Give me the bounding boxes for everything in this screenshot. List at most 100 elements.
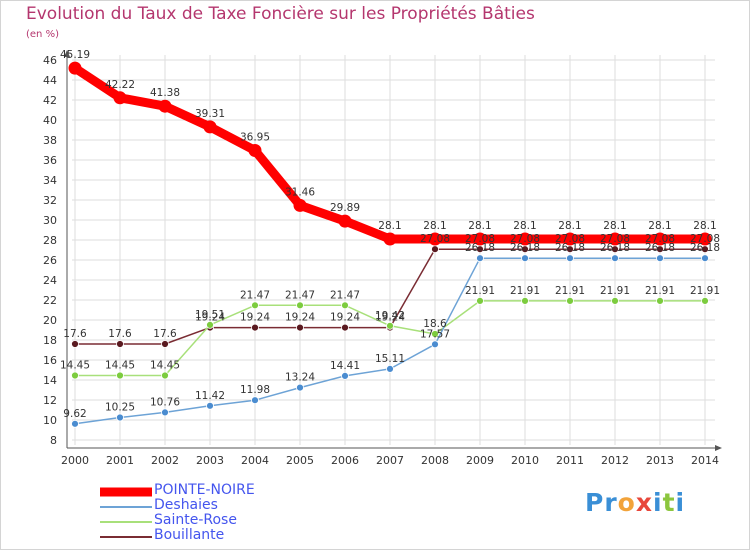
data-label-sainte-rose: 21.47 (240, 289, 270, 301)
data-label-sainte-rose: 21.47 (285, 289, 315, 301)
point-deshaies-2014 (701, 254, 709, 263)
y-tick-label: 20 (43, 314, 57, 327)
legend-swatch-sainte-rose (100, 520, 152, 523)
x-tick-label: 2006 (331, 454, 359, 467)
point-sainte-rose-2004 (251, 301, 259, 310)
y-tick-label: 16 (43, 354, 57, 367)
point-bouillante-2013 (656, 245, 664, 254)
point-pointe-noire-2006 (338, 214, 352, 228)
point-sainte-rose-2003 (206, 320, 214, 329)
point-deshaies-2011 (566, 254, 574, 263)
data-label-sainte-rose: 19.51 (195, 309, 225, 321)
unit-label: (en %) (26, 29, 59, 40)
point-sainte-rose-2005 (296, 301, 304, 310)
point-sainte-rose-2007 (386, 321, 394, 330)
point-pointe-noire-2003 (203, 120, 217, 134)
data-label-pointe-noire: 39.31 (195, 108, 225, 120)
y-tick-label: 30 (43, 214, 57, 227)
axes: 8 10 12 14 16 18 20 22 24 26 28 30 32 34 36 38 40 42 44 46 2… (43, 50, 722, 467)
data-label-deshaies: 9.62 (63, 408, 86, 420)
data-label-bouillante: 17.6 (108, 328, 132, 340)
data-label-pointe-noire: 28.1 (603, 220, 626, 232)
point-sainte-rose-2013 (656, 296, 664, 305)
logo-letter-3: x (635, 488, 653, 517)
x-tick-label: 2000 (61, 454, 89, 467)
y-tick-label: 24 (43, 274, 57, 287)
x-axis-arrow (715, 445, 722, 451)
point-sainte-rose-2008 (431, 330, 439, 338)
y-tick-label: 40 (43, 114, 57, 127)
data-label-deshaies: 13.24 (285, 372, 315, 384)
data-label-bouillante: 19.24 (375, 312, 405, 324)
point-deshaies-2006 (341, 371, 349, 380)
y-tick-label: 14 (43, 374, 57, 387)
point-pointe-noire-2007 (383, 232, 397, 246)
legend-label-pointe-noire: POINTE-NOIRE (154, 482, 255, 498)
data-label-bouillante: 27.08 (645, 233, 675, 245)
data-label-sainte-rose: 14.45 (150, 360, 180, 372)
logo-letter-5: t (662, 488, 676, 517)
point-bouillante-2009 (476, 245, 484, 254)
data-label-sainte-rose: 21.91 (555, 285, 585, 297)
point-bouillante-2011 (566, 245, 574, 254)
data-label-pointe-noire: 31.46 (285, 186, 315, 198)
data-label-bouillante: 17.6 (63, 328, 87, 340)
y-tick-label: 44 (43, 74, 57, 87)
x-tick-label: 2011 (556, 454, 584, 467)
logo-letter-1: r (604, 488, 618, 517)
point-sainte-rose-2011 (566, 296, 574, 305)
point-deshaies-2013 (656, 254, 664, 263)
data-label-bouillante: 27.08 (555, 233, 585, 245)
point-sainte-rose-2002 (161, 371, 169, 380)
point-pointe-noire-2011 (563, 232, 577, 246)
data-label-sainte-rose: 21.91 (600, 285, 630, 297)
point-bouillante-2014 (701, 245, 709, 254)
point-sainte-rose-2006 (341, 301, 349, 310)
point-deshaies-2000 (71, 419, 79, 428)
x-tick-label: 2012 (601, 454, 629, 467)
data-label-pointe-noire: 41.38 (150, 87, 180, 99)
point-pointe-noire-2012 (608, 232, 622, 246)
legend-label-sainte-rose: Sainte-Rose (154, 512, 237, 528)
data-label-pointe-noire: 28.1 (378, 220, 401, 232)
point-pointe-noire-2004 (248, 144, 262, 157)
data-label-deshaies: 11.98 (240, 384, 270, 396)
legend-label-deshaies: Deshaies (154, 497, 218, 513)
point-pointe-noire-2000 (68, 61, 82, 75)
data-label-sainte-rose: 21.91 (465, 285, 495, 297)
x-tick-label: 2004 (241, 454, 269, 467)
data-label-sainte-rose: 18.6 (423, 318, 447, 330)
y-tick-label: 32 (43, 194, 57, 207)
point-pointe-noire-2010 (518, 232, 532, 246)
data-label-deshaies: 26.18 (510, 242, 540, 254)
point-bouillante-2010 (521, 245, 529, 254)
data-label-bouillante: 27.08 (510, 233, 540, 245)
logo-letter-0: P (585, 488, 605, 517)
point-deshaies-2008 (431, 340, 439, 349)
data-label-bouillante: 27.08 (690, 233, 720, 245)
data-label-pointe-noire: 28.1 (513, 220, 536, 232)
y-tick-label: 28 (43, 234, 57, 247)
point-deshaies-2003 (206, 401, 214, 410)
point-pointe-noire-2002 (158, 99, 172, 113)
x-tick-label: 2013 (646, 454, 674, 467)
legend-label-bouillante: Bouillante (154, 527, 225, 543)
data-label-bouillante: 27.08 (420, 233, 450, 245)
data-label-pointe-noire: 42.22 (105, 79, 135, 91)
y-tick-label: 22 (43, 294, 57, 307)
point-bouillante-2008 (431, 245, 439, 254)
data-label-bouillante: 19.24 (330, 312, 360, 324)
data-label-bouillante: 19.24 (285, 312, 315, 324)
point-pointe-noire-2009 (473, 232, 487, 246)
y-tick-label: 38 (43, 134, 57, 147)
logo-letter-2: o (617, 488, 636, 517)
logo-letter-4: i (653, 488, 663, 517)
y-tick-label: 34 (43, 174, 57, 187)
point-pointe-noire-2013 (653, 232, 667, 246)
y-tick-label: 36 (43, 154, 57, 167)
data-label-sainte-rose: 19.42 (375, 310, 405, 322)
point-bouillante-2001 (116, 340, 124, 348)
point-deshaies-2007 (386, 364, 394, 373)
